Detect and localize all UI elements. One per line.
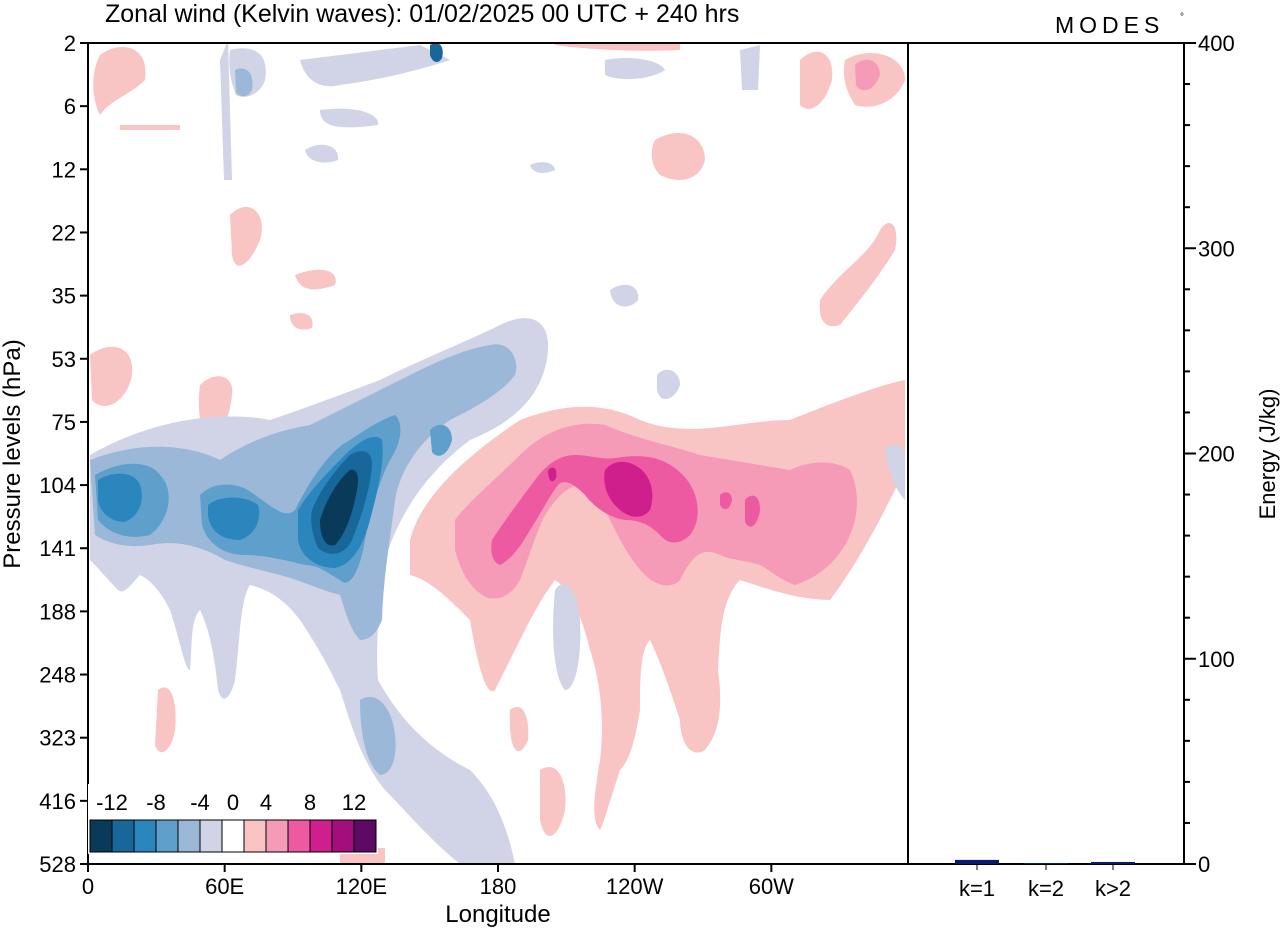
- energy-tick-label: 400: [1198, 31, 1235, 56]
- heatmap-field: [90, 43, 905, 864]
- contour-negative-peak: [320, 469, 358, 546]
- colorbar-label: -8: [146, 790, 166, 815]
- x-tick-label: 120W: [606, 874, 664, 899]
- colorbar-swatch: [133, 819, 157, 853]
- x-axis: 0 60E 120E 180 120W 60W: [82, 864, 794, 899]
- y-tick-label: 104: [39, 473, 76, 498]
- contour-negative-medium: [90, 68, 517, 775]
- brand-logo: MODES: [1055, 12, 1164, 38]
- energy-categories: k=1 k=2 k>2: [959, 864, 1131, 901]
- x-tick-label: 180: [480, 874, 517, 899]
- energy-bar: [955, 859, 999, 864]
- energy-tick-label: 300: [1198, 236, 1235, 261]
- colorbar-swatch: [243, 819, 267, 853]
- energy-axis: 0 100 200 300 400: [1184, 31, 1235, 877]
- colorbar-swatch: [89, 819, 113, 853]
- colorbar-label: 12: [342, 790, 366, 815]
- energy-axis-label: Energy (J/kg): [1255, 389, 1280, 520]
- colorbar-label: -12: [96, 790, 128, 815]
- y-tick-label: 248: [39, 663, 76, 688]
- colorbar-label: -4: [190, 790, 210, 815]
- y-tick-label: 188: [39, 599, 76, 624]
- y-tick-label: 323: [39, 726, 76, 751]
- brand-registered-mark: °: [1180, 12, 1184, 23]
- y-tick-label: 35: [52, 284, 76, 309]
- y-tick-label: 12: [52, 157, 76, 182]
- colorbar-swatch: [309, 819, 333, 853]
- energy-bar: [1024, 862, 1068, 864]
- colorbar-swatch: [287, 819, 311, 853]
- y-tick-label: 75: [52, 410, 76, 435]
- energy-tick-label: 0: [1198, 852, 1210, 877]
- x-tick-label: 60W: [749, 874, 794, 899]
- colorbar-label: 0: [227, 790, 239, 815]
- colorbar-legend: -12 -8 -4 0 4 8 12: [88, 784, 378, 854]
- y-axis-label: Pressure levels (hPa): [0, 339, 26, 568]
- colorbar-swatch: [331, 819, 355, 853]
- x-axis-label: Longitude: [445, 901, 550, 928]
- x-tick-label: 120E: [336, 874, 387, 899]
- contour-positive-peak: [548, 461, 653, 517]
- colorbar-label: 8: [304, 790, 316, 815]
- colorbar-swatch: [177, 819, 201, 853]
- y-tick-label: 141: [39, 536, 76, 561]
- energy-tick-label: 100: [1198, 647, 1235, 672]
- colorbar-label: 4: [260, 790, 272, 815]
- energy-bar: [1091, 861, 1135, 864]
- colorbar-swatch: [265, 819, 289, 853]
- energy-category-label: k=2: [1028, 876, 1064, 901]
- chart-title: Zonal wind (Kelvin waves): 01/02/2025 00…: [105, 0, 739, 28]
- x-tick-label: 0: [82, 874, 94, 899]
- y-tick-label: 416: [39, 789, 76, 814]
- energy-tick-label: 200: [1198, 442, 1235, 467]
- energy-bars: [955, 859, 1135, 864]
- contour-positive-top: [855, 59, 880, 91]
- y-tick-label: 22: [52, 220, 76, 245]
- y-tick-label: 6: [64, 94, 76, 119]
- colorbar-swatch: [353, 819, 377, 853]
- energy-category-label: k=1: [959, 876, 995, 901]
- y-tick-label: 528: [39, 852, 76, 877]
- colorbar-swatch: [111, 819, 135, 853]
- colorbar-swatch: [221, 819, 245, 853]
- y-axis: 2 6 12 22 35 53 75 104 141 188 248 323 416 528: [39, 31, 88, 877]
- colorbar-swatch: [199, 819, 223, 853]
- y-tick-label: 2: [64, 31, 76, 56]
- colorbar-swatch: [155, 819, 179, 853]
- energy-category-label: k>2: [1095, 876, 1131, 901]
- x-tick-label: 60E: [205, 874, 244, 899]
- energy-panel-frame: [907, 42, 1185, 865]
- y-tick-label: 53: [52, 347, 76, 372]
